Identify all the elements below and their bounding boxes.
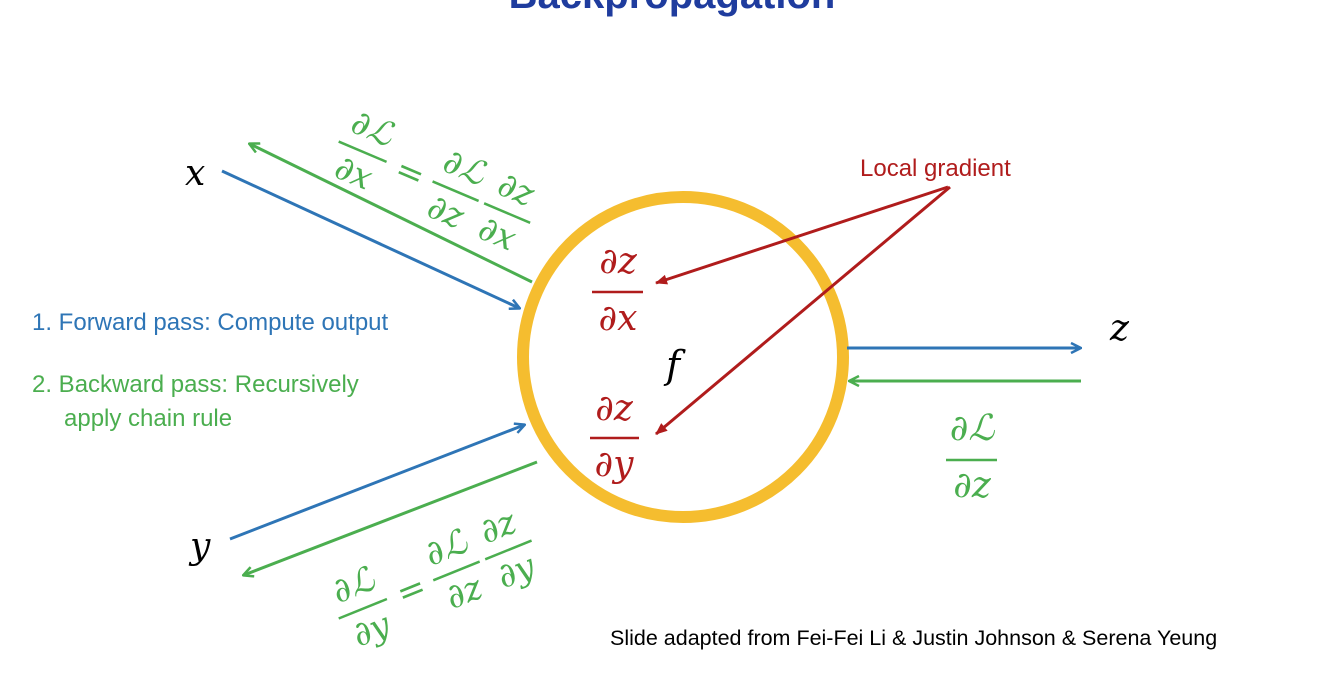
- function-f-label: f: [663, 343, 686, 387]
- backward-arrow-y: [244, 460, 538, 575]
- backward-pass-step-cont: apply chain rule: [64, 405, 233, 432]
- backward-arrow-x: [250, 144, 533, 284]
- svg-text:∂y: ∂y: [492, 546, 542, 597]
- local-gradient-arrow-y: [655, 185, 951, 436]
- downstream-gradient-dl-dy: ∂ℒ ∂y = ∂ℒ ∂z ∂z ∂y: [326, 502, 542, 656]
- svg-text:∂z: ∂z: [599, 241, 638, 282]
- svg-text:∂x: ∂x: [599, 298, 638, 339]
- svg-text:∂z: ∂z: [492, 164, 541, 215]
- svg-text:=: =: [391, 566, 432, 614]
- forward-arrow-x: [221, 169, 519, 308]
- output-z-label: z: [1109, 308, 1130, 349]
- svg-text:∂ℒ: ∂ℒ: [950, 408, 996, 449]
- svg-text:∂z: ∂z: [953, 465, 992, 506]
- svg-text:∂z: ∂z: [474, 502, 523, 553]
- slide-credit: Slide adapted from Fei-Fei Li & Justin J…: [610, 626, 1218, 650]
- input-y-label: y: [188, 526, 211, 567]
- function-node: [517, 191, 849, 523]
- local-gradient-arrow-x: [655, 185, 949, 285]
- local-gradient-dz-dy: ∂z ∂y: [590, 388, 639, 485]
- page-title: Backpropagation: [509, 0, 836, 17]
- forward-pass-step: 1. Forward pass: Compute output: [32, 309, 389, 336]
- upstream-gradient-dl-dz: ∂ℒ ∂z: [946, 408, 997, 506]
- forward-arrow-y: [229, 425, 524, 541]
- svg-text:=: =: [389, 149, 431, 197]
- local-gradient-label: Local gradient: [860, 155, 1011, 182]
- svg-text:∂y: ∂y: [595, 444, 635, 485]
- downstream-gradient-dl-dx: ∂ℒ ∂x = ∂ℒ ∂z ∂z ∂x: [329, 102, 541, 259]
- local-gradient-dz-dx: ∂z ∂x: [592, 241, 643, 339]
- input-x-label: x: [185, 153, 205, 194]
- backward-pass-step: 2. Backward pass: Recursively: [32, 371, 359, 398]
- svg-text:∂z: ∂z: [595, 388, 634, 429]
